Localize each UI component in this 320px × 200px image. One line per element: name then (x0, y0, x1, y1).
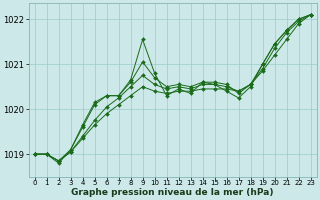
X-axis label: Graphe pression niveau de la mer (hPa): Graphe pression niveau de la mer (hPa) (71, 188, 274, 197)
